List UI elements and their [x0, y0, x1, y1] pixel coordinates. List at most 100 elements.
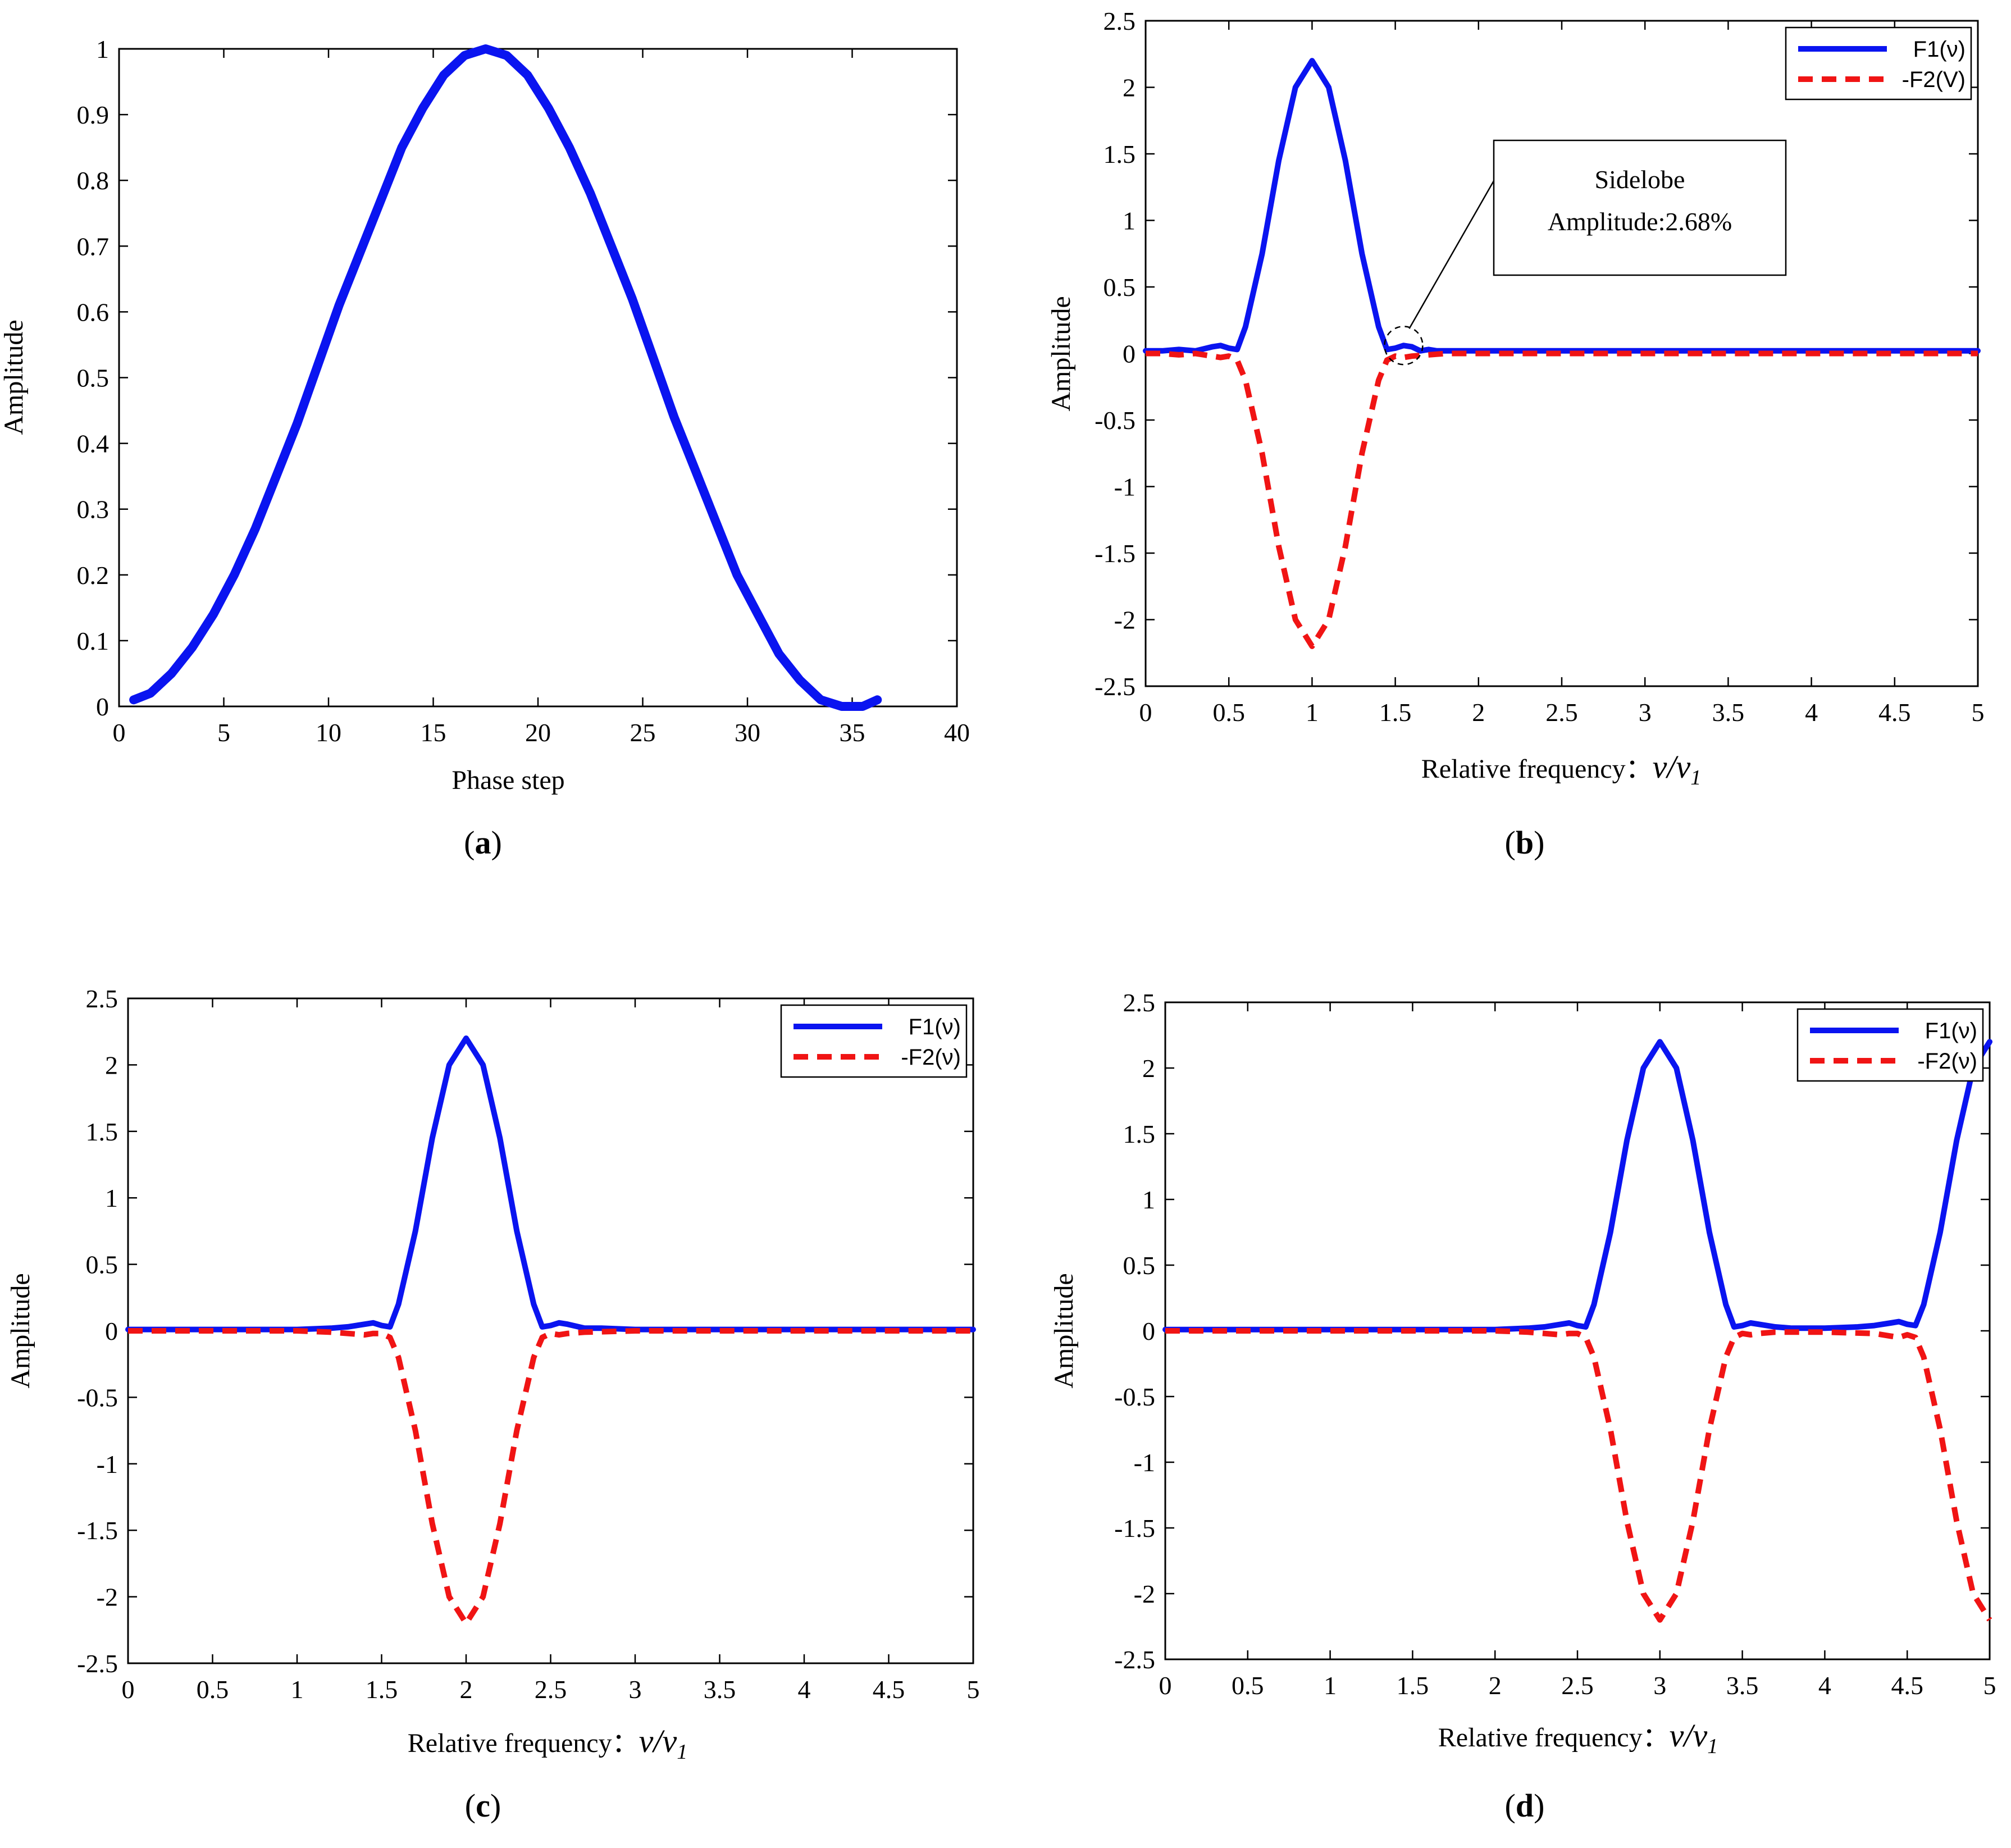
y-tick-label: -2.5	[1095, 672, 1136, 701]
y-tick-label: 1.5	[1103, 140, 1136, 168]
y-tick-label: 1	[96, 35, 109, 63]
y-axis-label: Amplitude	[1046, 296, 1076, 411]
panel-label-part: b	[1516, 824, 1534, 861]
x-axis-label-subscript: 1	[677, 1740, 687, 1764]
x-tick-label: 2.5	[1545, 698, 1578, 727]
x-axis-label-text: Relative frequency：	[408, 1728, 639, 1758]
x-tick-label: 2	[1489, 1671, 1502, 1700]
x-tick-label: 0	[1139, 698, 1152, 727]
chart-panel-a: 0 5 10 15 20 25 30 35 40 0 0.1 0.2 0.3 0.4 0.5 0.6 0.7 0.…	[0, 35, 970, 861]
y-tick-label: -2	[1134, 1580, 1155, 1608]
legend-box	[780, 1004, 968, 1078]
x-tick-label: 1.5	[1397, 1671, 1429, 1700]
panel-label: (d)	[1505, 1787, 1545, 1824]
y-tick-label: 0.3	[77, 495, 110, 524]
x-axis-label-text: Relative frequency：	[1438, 1723, 1670, 1753]
x-tick-label: 4	[798, 1675, 811, 1704]
panel-label-part: (	[465, 1787, 476, 1824]
x-axis-label-text: Relative frequency：	[1421, 754, 1653, 784]
x-tick-label: 1.5	[1379, 698, 1412, 727]
y-tick-label: 1.5	[1123, 1120, 1156, 1148]
x-axis-label: Relative frequency：ν/ν1	[408, 1723, 687, 1764]
series-line-f2	[128, 1328, 973, 1626]
x-axis-label-subscript: 1	[1707, 1735, 1718, 1758]
y-tick-label: -1.5	[1114, 1514, 1155, 1543]
y-tick-label: 0.9	[77, 101, 110, 129]
chart-panel-b: 0 0.5 1 1.5 2 2.5 3 3.5 4 4.5 5 -2.5 -2 -1.5 -1 -0.5 0 0.…	[1046, 7, 1985, 861]
y-tick-label: 0.6	[77, 298, 110, 326]
y-tick-label: 0.8	[77, 166, 110, 195]
legend-label-f2: -F2(ν)	[1917, 1049, 1977, 1074]
x-tick-label: 4	[1818, 1671, 1831, 1700]
y-axis-label: Amplitude	[6, 1273, 35, 1388]
panel-label-part: c	[476, 1787, 490, 1824]
x-tick-label: 4.5	[873, 1675, 905, 1704]
y-tick-label: 2	[1123, 74, 1136, 102]
annotation-circle	[1384, 326, 1424, 366]
x-tick-label: 1	[291, 1675, 304, 1704]
x-axis-label: Phase step	[452, 765, 564, 795]
x-tick-label: 2.5	[535, 1675, 567, 1704]
chart-panel-c: 0 0.5 1 1.5 2 2.5 3 3.5 4 4.5 5 -2.5 -2 -1.5 -1 -0.5 0 0.…	[6, 984, 980, 1824]
x-axis-label-math: ν/ν	[1670, 1717, 1708, 1754]
y-tick-label: 0	[1142, 1317, 1155, 1345]
x-tick-label: 15	[421, 718, 446, 747]
y-tick-label: -2	[97, 1583, 118, 1612]
y-tick-label: 0	[105, 1317, 118, 1345]
legend-label-f2: -F2(V)	[1902, 67, 1966, 92]
x-tick-label: 0	[113, 718, 126, 747]
x-tick-label: 1	[1324, 1671, 1337, 1700]
legend: F1(ν) -F2(ν)	[1796, 1008, 1984, 1082]
x-tick-label: 1.5	[366, 1675, 398, 1704]
y-tick-label: 0.2	[77, 561, 110, 590]
x-tick-label: 35	[840, 718, 865, 747]
x-axis-label-math: ν/ν	[1653, 749, 1691, 785]
y-tick-label: 1	[1123, 207, 1136, 235]
x-tick-label: 3.5	[704, 1675, 736, 1704]
y-tick-label: 1.5	[86, 1117, 118, 1146]
y-tick-label: -0.5	[1114, 1382, 1155, 1411]
series-line-f1	[125, 1035, 976, 1333]
y-tick-label: -1.5	[77, 1516, 118, 1545]
y-tick-label: -0.5	[1095, 406, 1136, 435]
legend-label-f1: F1(ν)	[1925, 1019, 1977, 1043]
panel-label-part: a	[475, 824, 491, 861]
y-tick-label: 1	[1142, 1185, 1155, 1214]
x-tick-label: 30	[735, 718, 760, 747]
y-tick-label: 0	[96, 692, 109, 721]
y-tick-label: -0.5	[77, 1383, 118, 1412]
legend-label-f1: F1(ν)	[909, 1015, 961, 1039]
x-tick-label: 4.5	[1891, 1671, 1923, 1700]
panel-label-part: d	[1516, 1787, 1534, 1824]
y-tick-label: 2.5	[1123, 988, 1156, 1017]
x-tick-label: 3	[1639, 698, 1652, 727]
annotation-box	[1493, 139, 1787, 276]
y-tick-label: 0.5	[1103, 273, 1136, 302]
panel-label-part: )	[490, 1787, 501, 1824]
y-tick-label: -2	[1114, 606, 1136, 635]
x-axis-label: Relative frequency：ν/ν1	[1438, 1717, 1718, 1758]
x-tick-label: 10	[316, 718, 341, 747]
series-line-f1	[1162, 1039, 1992, 1333]
y-tick-label: 2	[105, 1051, 118, 1079]
x-axis-label-math: ν/ν	[639, 1723, 677, 1759]
annotation-line-2: Amplitude:2.68%	[1548, 207, 1732, 236]
panel-label-part: )	[1534, 824, 1544, 861]
annotation-line-1: Sidelobe	[1595, 165, 1685, 194]
x-tick-label: 4	[1805, 698, 1818, 727]
panel-label: (c)	[465, 1787, 501, 1824]
x-tick-label: 2	[460, 1675, 473, 1704]
x-tick-label: 3.5	[1712, 698, 1745, 727]
y-tick-label: -1.5	[1095, 539, 1136, 568]
sidelobe-annotation: Sidelobe Amplitude:2.68%	[1384, 139, 1787, 366]
x-tick-label: 4.5	[1878, 698, 1911, 727]
x-tick-label: 0.5	[197, 1675, 229, 1704]
panel-label-part: (	[1505, 1787, 1516, 1824]
x-tick-label: 0.5	[1212, 698, 1245, 727]
series-line-f2	[1146, 350, 1978, 649]
series-line-f1	[129, 44, 882, 711]
x-tick-label: 40	[944, 718, 970, 747]
x-tick-label: 5	[967, 1675, 980, 1704]
y-tick-label: 1	[105, 1184, 118, 1212]
